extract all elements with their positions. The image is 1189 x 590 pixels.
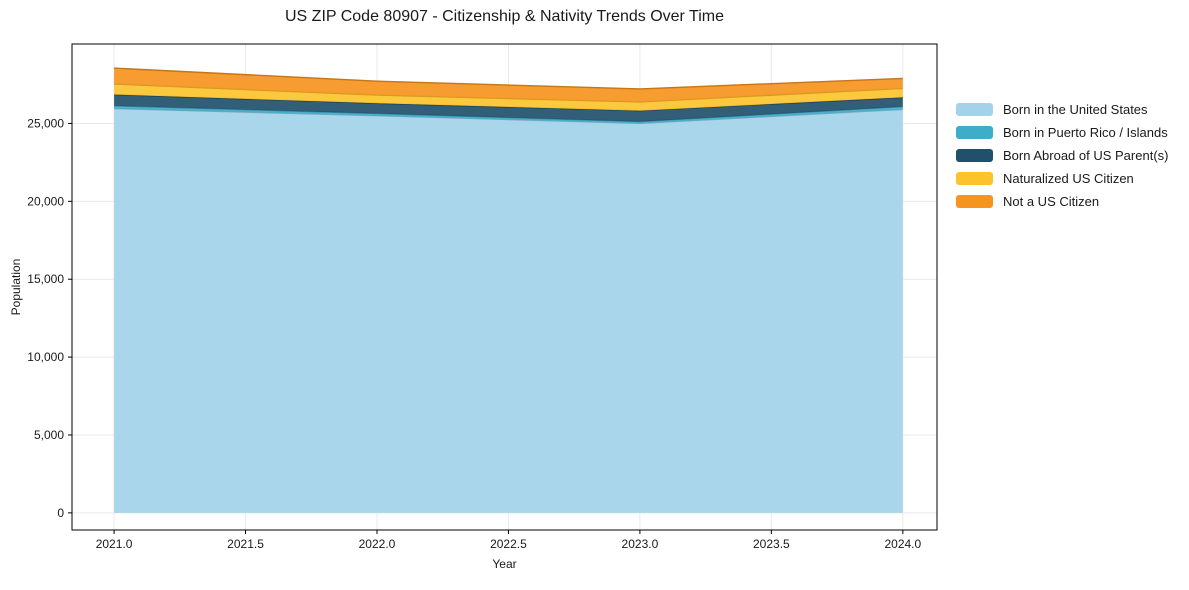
x-tick-label: 2021.5 [227, 537, 264, 551]
legend-swatch-icon [956, 149, 993, 162]
y-tick-label: 20,000 [27, 194, 64, 208]
x-tick-label: 2024.0 [884, 537, 921, 551]
legend-item-label: Born Abroad of US Parent(s) [1003, 148, 1169, 163]
x-tick-label: 2023.5 [753, 537, 790, 551]
x-tick-label: 2022.0 [359, 537, 396, 551]
x-tick-label: 2023.0 [622, 537, 659, 551]
area-series-0 [114, 108, 903, 513]
legend-swatch-icon [956, 172, 993, 185]
area-series-3 [114, 84, 903, 111]
legend-swatch-icon [956, 103, 993, 116]
y-tick-label: 0 [57, 506, 64, 520]
legend-item: Born in the United States [956, 102, 1168, 117]
legend-item-label: Not a US Citizen [1003, 194, 1100, 209]
legend-item: Born Abroad of US Parent(s) [956, 148, 1168, 163]
area-series-4 [114, 68, 903, 102]
legend-item: Born in Puerto Rico / Islands [956, 125, 1168, 140]
legend-item-label: Born in Puerto Rico / Islands [1003, 125, 1168, 140]
area-series-1 [114, 105, 903, 124]
legend-swatch-icon [956, 195, 993, 208]
x-tick-label: 2021.0 [96, 537, 133, 551]
legend-item-label: Naturalized US Citizen [1003, 171, 1134, 186]
y-tick-label: 5,000 [34, 428, 64, 442]
legend-item-label: Born in the United States [1003, 102, 1148, 117]
y-tick-label: 10,000 [27, 350, 64, 364]
y-tick-label: 25,000 [27, 116, 64, 130]
x-tick-label: 2022.5 [490, 537, 527, 551]
axes-border [71, 43, 938, 531]
chart-title: US ZIP Code 80907 - Citizenship & Nativi… [285, 8, 724, 25]
y-tick-label: 15,000 [27, 272, 64, 286]
area-edge-4 [114, 67, 903, 90]
legend-item: Not a US Citizen [956, 194, 1168, 209]
y-axis-label: Population [9, 258, 23, 316]
legend-swatch-icon [956, 126, 993, 139]
legend: Born in the United States Born in Puerto … [956, 102, 1168, 209]
legend-item: Naturalized US Citizen [956, 171, 1168, 186]
x-axis-label: Year [492, 557, 517, 571]
